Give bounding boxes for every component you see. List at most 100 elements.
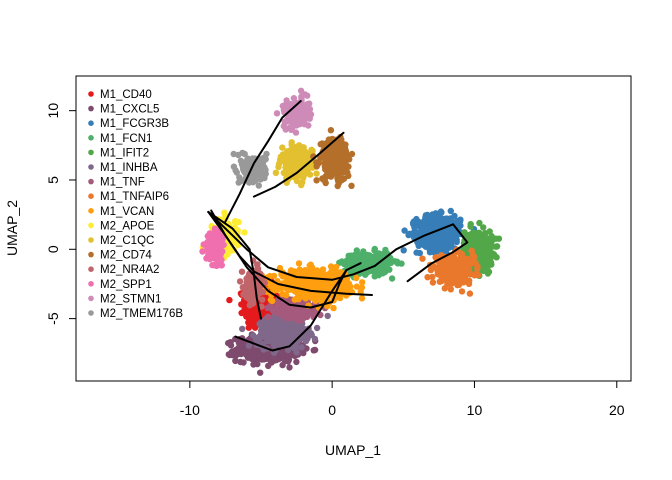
data-point [471, 253, 478, 261]
data-point [269, 297, 276, 305]
legend-label: M1_VCAN [100, 206, 154, 218]
data-point [313, 270, 321, 278]
data-point [261, 163, 268, 171]
data-point [254, 360, 261, 368]
data-point [353, 251, 360, 258]
data-point [273, 110, 281, 117]
data-point [299, 105, 306, 112]
data-point [468, 247, 475, 254]
data-point [289, 159, 296, 166]
data-point [268, 354, 275, 361]
data-point [257, 369, 264, 376]
data-point [473, 236, 481, 243]
data-point [304, 335, 311, 342]
legend-item: M1_TNFAIP6 [88, 191, 169, 203]
data-point [348, 182, 355, 189]
data-point [353, 274, 360, 282]
data-point [459, 265, 466, 272]
data-point [237, 157, 245, 164]
data-point [447, 286, 454, 293]
legend-label: M1_TNFAIP6 [100, 191, 169, 203]
data-point [348, 150, 356, 158]
y-axis-title: UMAP_2 [4, 200, 20, 256]
data-point [241, 229, 248, 236]
data-point [275, 163, 282, 171]
data-point [485, 249, 492, 256]
legend-item: M1_FCN1 [88, 133, 152, 145]
legend-label: M1_FCGR3B [100, 118, 169, 130]
data-point [372, 270, 379, 277]
data-point [330, 304, 337, 312]
data-point [283, 152, 291, 159]
data-point [353, 283, 360, 290]
data-point [330, 156, 337, 163]
data-point [491, 253, 499, 260]
data-point [292, 129, 300, 136]
data-point [439, 261, 446, 269]
data-point [427, 266, 435, 274]
legend-item: M1_IFIT2 [88, 147, 149, 159]
data-point [230, 163, 238, 170]
data-point [232, 357, 239, 365]
data-point [449, 231, 456, 239]
data-point [281, 327, 289, 334]
x-tick-label: 0 [328, 402, 336, 418]
x-axis-title: UMAP_1 [325, 442, 381, 458]
legend-item: M1_CD40 [88, 89, 152, 101]
data-point [236, 278, 244, 285]
data-point [264, 332, 271, 340]
data-point [358, 295, 366, 302]
data-point [345, 163, 352, 170]
legend-label: M1_TNF [100, 177, 145, 189]
data-point [245, 342, 252, 349]
data-point [255, 338, 262, 345]
data-point [466, 290, 474, 297]
data-point [298, 93, 305, 101]
data-point [394, 260, 401, 267]
legend-item: M1_VCAN [88, 206, 154, 218]
x-tick-label: -10 [180, 402, 200, 418]
data-point [285, 321, 293, 328]
data-point [306, 114, 313, 121]
data-point [400, 247, 407, 254]
data-point [214, 231, 221, 238]
data-point [270, 272, 278, 280]
data-point [233, 169, 240, 176]
data-point [287, 310, 294, 317]
data-point [251, 350, 258, 358]
data-point [308, 146, 315, 153]
data-point [454, 217, 461, 225]
data-point [474, 265, 481, 272]
data-point [318, 140, 326, 147]
data-point [313, 177, 320, 184]
legend-label: M1_CD40 [100, 89, 152, 101]
legend-marker [88, 208, 94, 214]
data-point [324, 312, 331, 320]
data-point [246, 302, 253, 309]
data-point [283, 314, 290, 321]
data-point [238, 268, 246, 275]
data-point [254, 171, 261, 179]
data-point [360, 253, 367, 260]
data-point [279, 361, 286, 369]
data-point [288, 141, 295, 148]
series-m1-inhba [239, 307, 331, 356]
x-axis: -10 0 10 20 [180, 380, 625, 418]
data-point [257, 323, 265, 330]
data-point [384, 260, 391, 267]
x-tick-label: 20 [609, 402, 625, 418]
data-point [431, 224, 439, 232]
legend-item: M1_FCGR3B [88, 118, 169, 130]
data-point [335, 166, 342, 174]
data-point [483, 255, 490, 263]
data-point [447, 239, 454, 247]
data-point [345, 252, 352, 259]
data-point [296, 314, 304, 321]
data-point [274, 285, 281, 293]
data-point [211, 246, 218, 253]
data-point [492, 235, 500, 242]
data-point [218, 248, 225, 255]
data-point [277, 349, 285, 356]
